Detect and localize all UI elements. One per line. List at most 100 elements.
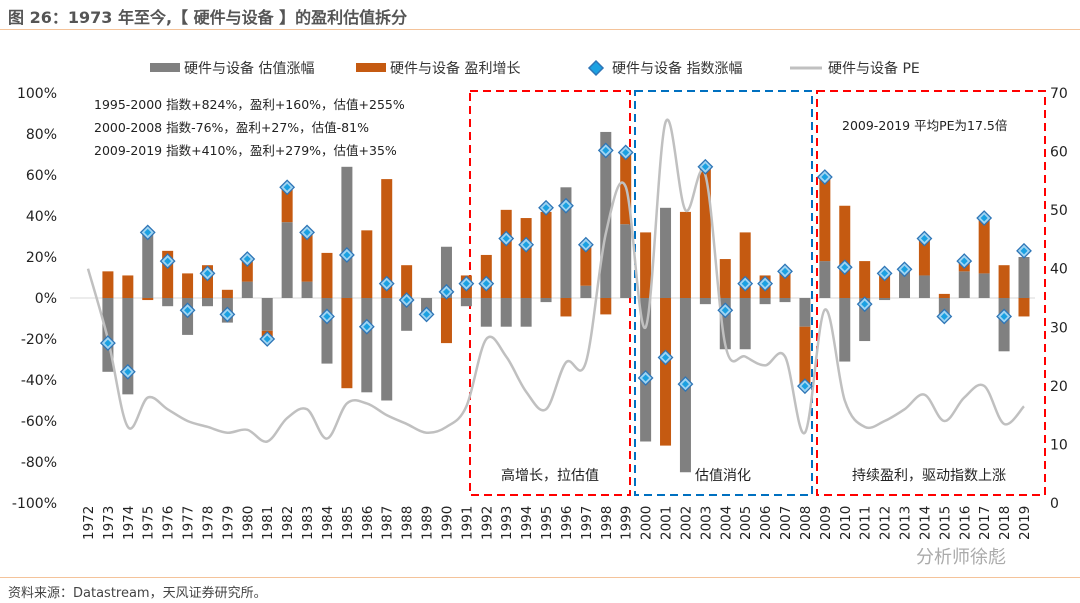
period-box-2009-2019 bbox=[816, 90, 1046, 496]
earnings-bar bbox=[918, 238, 930, 276]
x-tick-label: 1972 bbox=[81, 506, 97, 540]
index-marker-core bbox=[881, 269, 889, 277]
valuation-bar bbox=[321, 298, 333, 364]
x-tick-label: 2019 bbox=[1017, 506, 1033, 540]
x-tick-label: 2008 bbox=[798, 506, 814, 540]
x-tick-label: 1986 bbox=[360, 506, 376, 540]
y-left-tick-label: 20% bbox=[26, 250, 57, 266]
valuation-bar bbox=[699, 298, 711, 305]
y-left-tick-label: 80% bbox=[26, 127, 57, 143]
earnings-bar bbox=[699, 168, 711, 298]
valuation-bar bbox=[261, 298, 273, 331]
valuation-bar bbox=[998, 298, 1010, 352]
x-tick-label: 1983 bbox=[300, 506, 316, 540]
x-tick-label: 1978 bbox=[200, 506, 216, 540]
index-marker-core bbox=[821, 173, 829, 181]
x-tick-label: 2016 bbox=[957, 506, 973, 540]
index-marker-core bbox=[403, 296, 411, 304]
index-marker-core bbox=[423, 310, 431, 318]
earnings-bar bbox=[779, 273, 791, 298]
index-marker-core bbox=[781, 267, 789, 275]
x-tick-label: 2004 bbox=[718, 506, 734, 540]
x-tick-label: 1975 bbox=[141, 506, 157, 540]
valuation-bar bbox=[620, 224, 632, 298]
earnings-bar bbox=[401, 265, 413, 298]
index-marker-core bbox=[920, 235, 928, 243]
x-tick-label: 1979 bbox=[220, 506, 236, 540]
earnings-bar bbox=[600, 298, 612, 315]
x-tick-label: 2012 bbox=[878, 506, 894, 540]
x-tick-label: 1999 bbox=[619, 506, 635, 540]
x-tick-label: 1996 bbox=[559, 506, 575, 540]
x-tick-label: 1992 bbox=[479, 506, 495, 540]
valuation-bar bbox=[779, 298, 791, 303]
index-marker-core bbox=[642, 374, 650, 382]
y-right-tick-label: 0 bbox=[1050, 496, 1059, 512]
index-marker-core bbox=[582, 241, 590, 249]
earnings-bar bbox=[281, 185, 293, 223]
x-tick-label: 1984 bbox=[320, 506, 336, 540]
index-marker-core bbox=[522, 241, 530, 249]
y-right-tick-label: 60 bbox=[1050, 145, 1068, 161]
x-tick-label: 2007 bbox=[778, 506, 794, 540]
y-left-tick-label: 60% bbox=[26, 168, 57, 184]
box1-label: 高增长，拉估值 bbox=[501, 467, 599, 484]
index-marker-core bbox=[462, 280, 470, 288]
y-right-tick-label: 40 bbox=[1050, 262, 1068, 278]
valuation-bar bbox=[421, 298, 433, 315]
valuation-bar bbox=[361, 298, 373, 393]
index-marker-core bbox=[801, 382, 809, 390]
earnings-bar bbox=[938, 293, 950, 298]
valuation-bar bbox=[938, 298, 950, 317]
x-tick-label: 1990 bbox=[439, 506, 455, 540]
valuation-bar bbox=[480, 298, 492, 327]
earnings-bar bbox=[102, 271, 114, 298]
x-tick-label: 2013 bbox=[898, 506, 914, 540]
valuation-bar bbox=[958, 271, 970, 298]
y-left-tick-label: 100% bbox=[17, 86, 57, 102]
earnings-bar bbox=[221, 289, 233, 298]
index-marker-core bbox=[980, 214, 988, 222]
y-right-tick-label: 10 bbox=[1050, 437, 1068, 453]
x-tick-label: 1998 bbox=[599, 506, 615, 540]
pe-line bbox=[86, 118, 1025, 443]
valuation-bar bbox=[918, 275, 930, 298]
pe-note: 2009-2019 平均PE为17.5倍 bbox=[842, 118, 1007, 133]
valuation-bar bbox=[600, 131, 612, 298]
index-marker-core bbox=[144, 228, 152, 236]
index-marker-core bbox=[303, 228, 311, 236]
box2-label: 估值消化 bbox=[695, 468, 751, 484]
index-marker-core bbox=[721, 306, 729, 314]
valuation-bar bbox=[201, 298, 213, 307]
valuation-bar bbox=[879, 298, 891, 301]
index-marker-core bbox=[701, 163, 709, 171]
x-tick-label: 2005 bbox=[738, 506, 754, 540]
index-marker-core bbox=[283, 183, 291, 191]
index-marker-core bbox=[761, 280, 769, 288]
earnings-bar bbox=[301, 232, 313, 282]
valuation-bar bbox=[440, 246, 452, 298]
earnings-bar bbox=[540, 211, 552, 298]
earnings-bar bbox=[660, 298, 672, 446]
x-tick-label: 2001 bbox=[659, 506, 675, 540]
valuation-bar bbox=[660, 207, 672, 298]
valuation-bar bbox=[640, 298, 652, 442]
valuation-bar bbox=[580, 285, 592, 298]
y-left-tick-label: -60% bbox=[21, 414, 57, 430]
valuation-bar bbox=[381, 298, 393, 401]
valuation-bar bbox=[560, 187, 572, 298]
index-marker-core bbox=[502, 235, 510, 243]
period-note-2: 2000-2008 指数-76%，盈利+27%，估值-81% bbox=[94, 120, 369, 135]
legend-swatch-earnings bbox=[356, 63, 386, 72]
legend: 硬件与设备 估值涨幅 硬件与设备 盈利增长 硬件与设备 指数涨幅 硬件与设备 P… bbox=[150, 59, 920, 77]
valuation-bar bbox=[162, 298, 174, 307]
earnings-bar bbox=[978, 218, 990, 274]
legend-label-pe: 硬件与设备 PE bbox=[828, 60, 920, 77]
x-tick-label: 1980 bbox=[240, 506, 256, 540]
valuation-bar bbox=[799, 298, 811, 327]
index-marker-core bbox=[263, 335, 271, 343]
earnings-bar bbox=[142, 298, 154, 301]
earnings-bar bbox=[799, 326, 811, 389]
valuation-bar bbox=[1018, 257, 1030, 298]
